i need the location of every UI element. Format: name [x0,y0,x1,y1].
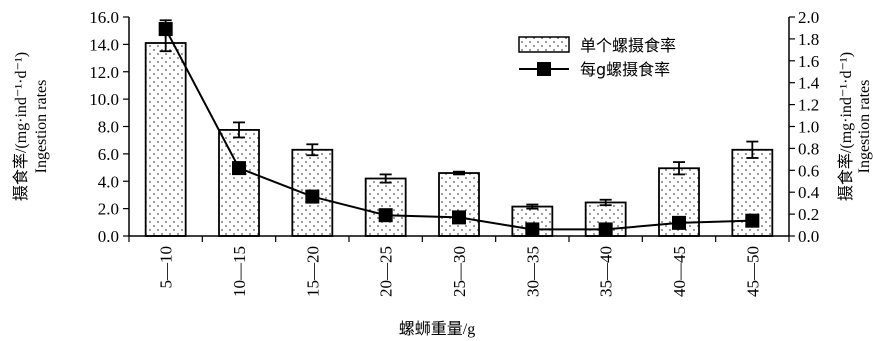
line-point [598,222,613,237]
y-left-tick-label: 2.0 [98,200,119,219]
y-right-tick-label: 1.4 [798,74,820,93]
line-point [745,213,760,228]
y-right-tick-label: 2.0 [798,8,819,27]
x-tick-label: 35—40 [597,246,616,297]
axes-group [123,16,795,242]
line-point [158,22,173,37]
x-tick-label: 20—25 [377,246,396,297]
y-right-tick-label: 1.8 [798,30,819,49]
bar [438,172,480,237]
x-tick-label: 40—45 [670,246,689,297]
y-right-tick-label: 1.0 [798,118,819,137]
y-left-tick-label: 10.0 [89,90,119,109]
line-point [378,208,393,223]
line-point [452,210,466,225]
y-left-tick-label: 14.0 [89,35,119,54]
bar [218,129,260,237]
y-right-tick-label: 0.8 [798,139,819,158]
y-left-tick-label: 8.0 [98,118,119,137]
legend-line-marker [537,62,551,76]
bar [144,42,187,237]
line-point [525,222,540,237]
y-right-tick-label: 1.2 [798,96,819,115]
y-right-title-cn: 摄食率/(mg·ind⁻¹·d⁻¹) [837,52,855,201]
labels-group: 0.0 2.0 4.0 6.0 8.0 10.0 12.0 14.0 16.0 0.0 0.2 0.4… [12,8,873,338]
x-tick-label: 10—15 [230,246,249,297]
line-series-group [158,19,760,237]
legend-line-label: 每g螺摄食率 [580,60,670,79]
y-left-title-en: Ingestion rates [33,80,50,174]
y-right-tick-label: 1.6 [798,52,819,71]
y-right-tick-label: 0.6 [798,161,819,180]
bar-series-group [144,33,774,237]
x-tick-label: 30—35 [523,246,542,297]
line-point [305,189,320,204]
legend-bar-label: 单个螺摄食率 [580,36,676,55]
y-left-tick-label: 16.0 [89,8,119,27]
x-tick-label: 45—50 [743,246,762,297]
line-point [672,215,686,230]
line-point [232,161,246,176]
x-axis-title: 螺蛳重量/g [399,320,475,338]
x-tick-label: 5—10 [157,246,176,289]
legend-bar-swatch [518,36,570,53]
y-left-tick-label: 4.0 [98,172,119,191]
x-tick-label: 25—30 [450,246,469,297]
x-tick-label: 15—20 [303,246,322,297]
y-right-tick-label: 0.2 [798,205,819,224]
y-right-title-en: Ingestion rates [856,80,873,174]
y-left-tick-label: 0.0 [98,227,119,246]
y-left-title-cn: 摄食率/(mg·ind⁻¹·d⁻¹) [12,52,30,201]
y-right-tick-label: 0.4 [798,183,820,202]
y-left-tick-label: 6.0 [98,145,119,164]
y-left-tick-label: 12.0 [89,63,119,82]
bar [364,177,407,237]
y-right-tick-label: 0.0 [798,227,819,246]
